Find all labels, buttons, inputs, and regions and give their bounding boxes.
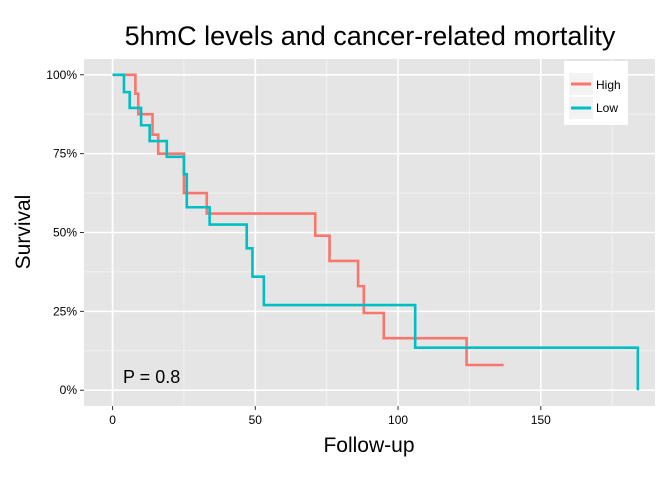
- x-tick-label: 100: [388, 413, 408, 427]
- x-tick-label: 0: [109, 413, 116, 427]
- axis-ticks: 0 50 100 150 0% 25% 50% 75% 100%: [46, 68, 551, 427]
- y-tick-label: 25%: [53, 304, 77, 318]
- series-layer: [112, 73, 640, 391]
- y-tick-label: 75%: [53, 147, 77, 161]
- x-axis-label: Follow-up: [323, 434, 414, 457]
- series-line-low: [112, 73, 640, 391]
- y-tick-label: 0%: [60, 383, 78, 397]
- legend: High Low: [564, 61, 628, 125]
- x-tick-label: 150: [531, 413, 551, 427]
- chart-title: 5hmC levels and cancer-related mortality: [125, 21, 616, 51]
- y-tick-label: 100%: [46, 68, 77, 82]
- x-tick-label: 50: [249, 413, 263, 427]
- p-value-annotation: P = 0.8: [123, 367, 180, 387]
- legend-label-low: Low: [596, 101, 618, 115]
- y-tick-label: 50%: [53, 226, 77, 240]
- y-axis-label: Survival: [12, 195, 35, 270]
- legend-label-high: High: [596, 78, 621, 92]
